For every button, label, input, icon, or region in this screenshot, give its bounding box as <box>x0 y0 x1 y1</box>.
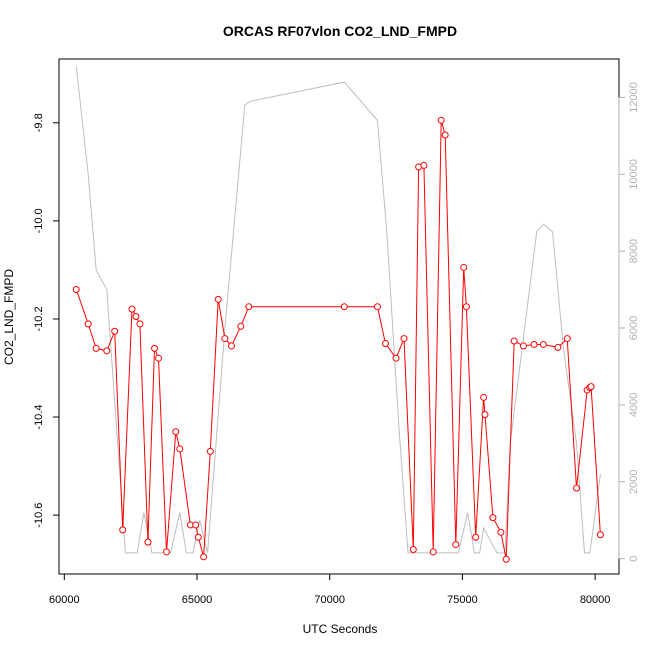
co2-data-point <box>119 526 127 534</box>
co2-data-point <box>510 337 518 345</box>
co2-data-point <box>72 286 80 294</box>
co2-data-point <box>340 303 348 311</box>
co2-data-point <box>221 335 229 343</box>
y2-tick-label: 8000 <box>628 239 640 263</box>
co2-data-point <box>151 344 159 352</box>
y-axis-left: -10.6 -10.4 -10.2 -10.0 -9.8 <box>33 113 60 528</box>
co2-data-point <box>92 344 100 352</box>
co2-data-point <box>192 521 200 529</box>
y2-tick-label: 12000 <box>628 82 640 113</box>
x-tick-label: 60000 <box>49 594 80 606</box>
co2-data-point <box>237 322 245 330</box>
co2-data-point <box>437 116 445 124</box>
co2-data-point <box>128 305 136 313</box>
co2-data-point <box>481 411 489 419</box>
co2-data-point <box>539 340 547 348</box>
co2-data-point <box>84 320 92 328</box>
co2-data-point <box>452 541 460 549</box>
co2-data-point <box>530 340 538 348</box>
co2-data-point <box>400 335 408 343</box>
co2-data-point <box>194 533 202 541</box>
co2-data-point <box>111 327 119 335</box>
co2-data-point <box>392 354 400 362</box>
co2-data-point <box>596 531 604 539</box>
co2-series-line <box>75 120 601 560</box>
co2-data-point <box>214 295 222 303</box>
co2-data-point <box>409 545 417 553</box>
co2-data-point <box>519 342 527 350</box>
co2-data-point <box>206 447 214 455</box>
x-axis: 60000 65000 70000 75000 80000 <box>49 573 611 606</box>
co2-data-point <box>144 538 152 546</box>
co2-data-point <box>373 303 381 311</box>
x-tick-label: 65000 <box>182 594 213 606</box>
x-tick-label: 75000 <box>447 594 478 606</box>
plot-frame <box>58 58 620 575</box>
y2-tick-label: 10000 <box>628 159 640 190</box>
co2-data-point <box>245 303 253 311</box>
chart-title: ORCAS RF07vlon CO2_LND_FMPD <box>223 23 457 39</box>
altitude-series-line <box>75 66 601 554</box>
co2-data-point <box>563 335 571 343</box>
co2-data-point <box>554 343 562 351</box>
y-tick-label: -10.6 <box>33 503 45 528</box>
co2-data-point <box>429 548 437 556</box>
co2-data-point <box>472 533 480 541</box>
y-axis-right: 0 2000 4000 6000 8000 10000 12000 <box>618 82 640 562</box>
x-tick-label: 70000 <box>314 594 345 606</box>
co2-data-point <box>441 131 449 139</box>
co2-data-point <box>489 514 497 522</box>
co2-data-point <box>381 339 389 347</box>
co2-data-point <box>172 428 180 436</box>
co2-data-point <box>460 263 468 271</box>
series-layer <box>72 66 604 563</box>
co2-data-point <box>420 161 428 169</box>
co2-data-point <box>132 313 140 320</box>
y-tick-label: -10.2 <box>33 306 45 331</box>
y2-tick-label: 0 <box>628 556 640 562</box>
co2-data-point <box>480 393 488 401</box>
co2-data-point <box>462 303 470 311</box>
co2-data-point <box>155 354 163 362</box>
co2-data-point <box>162 548 170 556</box>
co2-data-point <box>176 445 184 453</box>
y2-tick-label: 4000 <box>628 393 640 417</box>
y-axis-label: CO2_LND_FMPD <box>2 269 16 365</box>
x-axis-label: UTC Seconds <box>303 622 378 636</box>
x-tick-label: 80000 <box>580 594 611 606</box>
co2-data-point <box>200 553 208 561</box>
co2-data-point <box>497 528 505 536</box>
y-tick-label: -10.4 <box>33 405 45 430</box>
y2-tick-label: 2000 <box>628 470 640 494</box>
co2-data-point <box>587 383 595 391</box>
co2-data-point <box>136 320 144 328</box>
co2-data-point <box>103 347 111 355</box>
y2-tick-label: 6000 <box>628 316 640 340</box>
y-tick-label: -10.0 <box>33 208 45 233</box>
co2-data-point <box>502 555 510 563</box>
co2-data-point <box>573 484 581 492</box>
co2-data-point <box>228 342 236 350</box>
y-tick-label: -9.8 <box>33 113 45 132</box>
